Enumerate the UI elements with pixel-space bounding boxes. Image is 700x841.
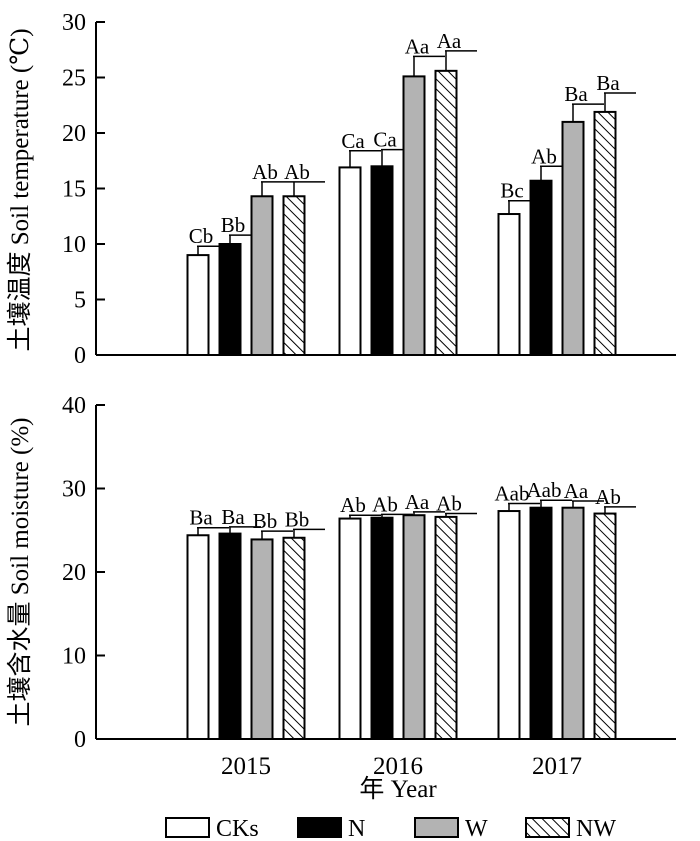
significance-label: Aa (564, 479, 589, 503)
bar-nw-2015 (282, 536, 306, 741)
significance-label: Ab (595, 485, 621, 509)
y-tick-label: 0 (74, 727, 86, 753)
x-tick-label: 2015 (221, 753, 271, 780)
bar-cks-2016 (338, 166, 362, 356)
significance-label: Ca (341, 129, 365, 153)
bar-w-2015 (250, 538, 274, 740)
bar-nw-2017 (593, 512, 617, 740)
bar-cks-2016 (338, 517, 362, 740)
significance-label: Ab (436, 492, 462, 516)
y-tick-label: 15 (62, 177, 86, 203)
y-tick-label: 25 (62, 66, 86, 92)
y-axis-label: 土壤含水量 Soil moisture (%) (6, 417, 34, 726)
legend-label-nw: NW (576, 816, 616, 841)
significance-label: Ba (189, 506, 213, 530)
significance-label: Ab (252, 160, 278, 184)
legend-label-w: W (465, 816, 488, 841)
bar-nw-2016 (434, 515, 458, 741)
legend-label-cks: CKs (216, 816, 259, 841)
bar-w-2016 (402, 514, 426, 740)
significance-label: Ca (373, 128, 397, 152)
bar-w-2016 (402, 75, 426, 356)
significance-label: Ba (564, 82, 588, 106)
x-tick-label: 2017 (532, 753, 582, 780)
bar-n-2017 (529, 179, 553, 356)
legend-label-n: N (348, 816, 365, 841)
x-tick-label: 2016 (373, 753, 423, 780)
temperature-panel: 0 5 10 15 20 25 30 土壤温度 Soil temperature (℃) Cb B… (6, 10, 676, 369)
y-tick-label: 20 (62, 560, 86, 586)
significance-label: Aa (405, 34, 430, 58)
bar-cks-2015 (186, 254, 210, 357)
significance-label: Ab (372, 492, 398, 516)
bar-w-2015 (250, 195, 274, 356)
legend-swatch-n (297, 817, 342, 838)
bar-n-2017 (529, 506, 553, 740)
significance-label: Bb (253, 509, 278, 533)
y-tick-label: 10 (62, 232, 86, 258)
significance-label: Aab (527, 478, 562, 502)
significance-label: Bb (285, 507, 310, 531)
y-tick-label: 5 (74, 288, 86, 314)
bar-n-2016 (370, 516, 394, 740)
bar-w-2017 (561, 120, 585, 357)
significance-label: Ab (531, 144, 557, 168)
y-tick-label: 0 (74, 343, 86, 369)
bar-n-2016 (370, 165, 394, 356)
legend-swatch-cks (165, 817, 210, 838)
significance-label: Ab (340, 493, 366, 517)
significance-label: Ba (221, 505, 245, 529)
significance-label: Ba (596, 71, 620, 95)
bar-cks-2015 (186, 534, 210, 741)
bar-cks-2017 (497, 510, 521, 741)
bar-w-2017 (561, 506, 585, 740)
bar-nw-2015 (282, 195, 306, 356)
significance-label: Ab (284, 160, 310, 184)
y-tick-label: 10 (62, 644, 86, 670)
bar-nw-2017 (593, 110, 617, 356)
significance-label: Aab (495, 482, 530, 506)
y-axis-label: 土壤温度 Soil temperature (℃) (6, 28, 34, 351)
bar-nw-2016 (434, 69, 458, 356)
y-tick-label: 40 (62, 393, 86, 419)
y-tick-label: 30 (62, 477, 86, 503)
y-tick-label: 30 (62, 10, 86, 36)
significance-label: Cb (189, 224, 214, 248)
bar-cks-2017 (497, 213, 521, 356)
bar-n-2015 (218, 532, 242, 741)
legend: CKs N W NW (165, 816, 616, 841)
significance-label: Bb (221, 213, 246, 237)
moisture-panel: 0 10 20 30 40 土壤含水量 Soil moisture (%) Ba Ba Bb Bb… (6, 393, 676, 780)
legend-swatch-w (414, 817, 459, 838)
significance-label: Aa (405, 490, 430, 514)
significance-label: Aa (437, 29, 462, 53)
x-axis-label: 年 Year (359, 775, 437, 803)
significance-label: Bc (500, 179, 523, 203)
bar-n-2015 (218, 243, 242, 356)
y-tick-label: 20 (62, 121, 86, 147)
legend-swatch-nw (525, 817, 570, 838)
